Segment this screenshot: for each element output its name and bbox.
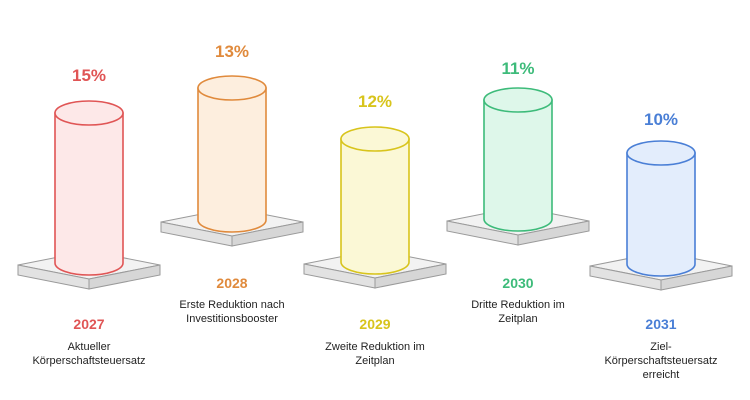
platform-right-side — [660, 265, 733, 291]
platform-right-side — [231, 221, 304, 247]
percent-label: 11% — [501, 59, 534, 78]
year-label: 2031 — [645, 316, 676, 332]
stage-item-2029: 12% 2029 Zweite Reduktion im Zeitplan — [303, 92, 447, 367]
platform-right-side — [374, 263, 447, 289]
year-label: 2028 — [216, 275, 247, 291]
description-label: Erste Reduktion nach Investitionsbooster — [179, 299, 284, 325]
stage-item-2030: 11% 2030 Dritte Reduktion im Zeitplan — [446, 59, 590, 325]
cylinder-top — [197, 75, 267, 101]
platform-right-side — [88, 264, 161, 290]
cylinder-body — [197, 87, 267, 233]
description-label: Dritte Reduktion im Zeitplan — [471, 299, 565, 325]
cylinder-body — [483, 99, 553, 232]
year-label: 2029 — [359, 316, 390, 332]
cylinder-body — [626, 152, 696, 277]
year-label: 2030 — [502, 275, 533, 291]
cylinder-top — [483, 87, 553, 113]
percent-label: 12% — [358, 92, 392, 111]
cylinder-body — [340, 138, 410, 275]
stage-item-2027: 15% 2027 Aktueller Körperschaftsteuersatz — [17, 66, 161, 367]
cylinder-top — [54, 100, 124, 126]
stage-item-2028: 13% 2028 Erste Reduktion nach Investitionsb… — [160, 42, 304, 325]
platform-right-side — [517, 220, 590, 246]
year-label: 2027 — [73, 316, 104, 332]
description-label: Aktueller Körperschaftsteuersatz — [32, 341, 145, 367]
description-label: Ziel-Körperschaftsteuersatz erreicht — [604, 341, 717, 381]
percent-label: 13% — [215, 42, 249, 61]
stage-item-2031: 10% 2031 Ziel-Körperschaftsteuersatz erreic… — [589, 110, 733, 381]
description-label: Zweite Reduktion im Zeitplan — [325, 341, 425, 367]
percent-label: 10% — [644, 110, 678, 129]
cylinder-top — [340, 126, 410, 152]
cylinder-top — [626, 140, 696, 166]
cylinder-body — [54, 112, 124, 276]
percent-label: 15% — [72, 66, 106, 85]
